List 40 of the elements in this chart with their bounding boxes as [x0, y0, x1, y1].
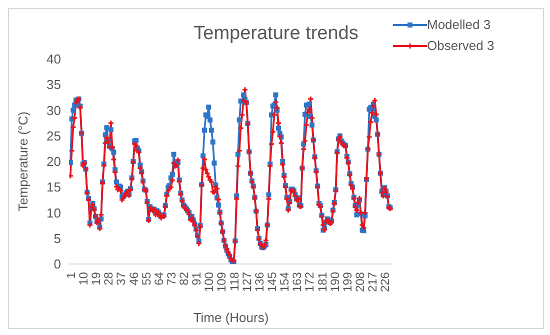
x-tick-label: 190 [328, 272, 342, 292]
x-tick-label: 109 [214, 272, 229, 292]
x-tick-label: 172 [302, 272, 317, 292]
legend-label: Observed 3 [427, 38, 494, 53]
x-tick-label: 55 [139, 272, 154, 286]
y-tick-label: 35 [46, 77, 61, 92]
x-tick-label: 100 [202, 272, 216, 292]
y-axis-title: Temperature (°C) [16, 112, 31, 212]
x-tick-label: 46 [126, 272, 141, 286]
x-axis-title: Time (Hours) [193, 310, 269, 325]
x-tick-label: 127 [240, 272, 254, 292]
x-tick-label: 64 [152, 272, 166, 286]
y-tick-label: 5 [54, 230, 61, 246]
x-tick-label: 1 [64, 272, 78, 279]
x-tick-label: 82 [177, 272, 192, 286]
x-tick-label: 10 [76, 272, 90, 286]
legend-label: Modelled 3 [427, 17, 491, 32]
y-tick-label: 0 [54, 256, 61, 272]
x-tick-label: 199 [340, 272, 354, 292]
chart-title: Temperature trends [194, 23, 358, 44]
y-tick-label: 25 [46, 128, 61, 144]
x-tick-label: 154 [278, 272, 292, 292]
x-tick-label: 226 [378, 272, 392, 292]
x-tick-label: 118 [227, 272, 242, 292]
x-tick-label: 91 [190, 272, 204, 286]
x-tick-label: 28 [102, 272, 116, 286]
x-tick-label: 163 [290, 272, 304, 292]
x-tick-label: 208 [353, 272, 368, 292]
x-tick-label: 217 [366, 272, 380, 292]
x-tick-label: 19 [89, 272, 104, 286]
x-tick-label: 37 [114, 272, 128, 286]
y-tick-label: 20 [46, 154, 61, 170]
y-tick-label: 30 [46, 102, 61, 118]
x-tick-label: 145 [265, 272, 280, 292]
y-tick-label: 15 [46, 180, 61, 195]
x-tick-label: 73 [164, 272, 178, 286]
x-tick-label: 136 [252, 272, 266, 292]
y-tick-label: 40 [46, 52, 61, 67]
x-tick-label: 181 [315, 272, 330, 292]
y-tick-label: 10 [46, 205, 61, 220]
